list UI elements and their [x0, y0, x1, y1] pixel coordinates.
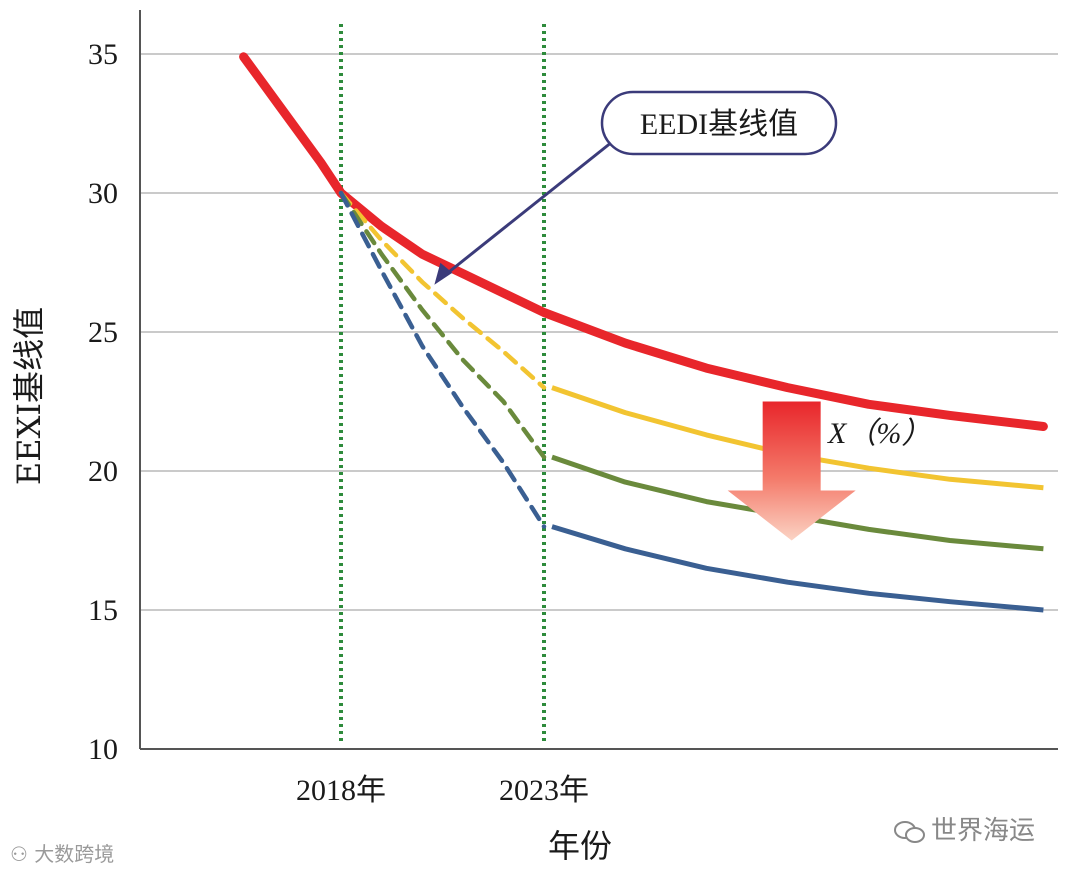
reduction-label: X（%）: [827, 417, 931, 450]
callout-arrowhead: [434, 262, 453, 285]
y-tick-label: 20: [88, 455, 118, 488]
reduction-arrow: [727, 401, 856, 541]
callout-line: [439, 140, 613, 280]
watermark-right-text: 世界海运: [931, 816, 1036, 846]
watermark-left-text: 大数跨境: [34, 842, 115, 866]
wechat-icon: [894, 820, 925, 843]
x-marker-label: 2023年: [499, 774, 589, 807]
callout-box: [600, 90, 838, 156]
series-solid-3: [551, 524, 1044, 613]
x-axis-title: 年份: [548, 827, 612, 865]
series-line-baseline: [239, 52, 1048, 431]
series-dashed-1: [338, 190, 547, 390]
x-marker-labels: 2018年 2023年: [296, 774, 589, 807]
watermark-icon: ⚇: [10, 842, 35, 866]
y-tick-label: 35: [88, 38, 118, 71]
y-axis-title: EEXI基线值: [10, 307, 48, 485]
y-tick-label: 30: [88, 177, 118, 210]
watermark-right: 世界海运: [893, 810, 1035, 847]
series-lines: [239, 52, 1048, 613]
y-tick-labels: 10 15 20 25 30 35: [88, 38, 118, 766]
y-tick-label: 15: [88, 594, 118, 627]
axes: [139, 10, 1058, 750]
annotations: EEDI基线值 X（%）: [434, 90, 931, 541]
year-marker-lines: [339, 24, 546, 741]
watermark-left: ⚇ 大数跨境: [10, 838, 114, 867]
callout-label: EEDI基线值: [640, 108, 798, 141]
x-marker-label: 2018年: [296, 774, 386, 807]
y-tick-label: 10: [88, 733, 118, 766]
series-dashed-2: [338, 190, 547, 460]
y-tick-label: 25: [88, 316, 118, 349]
series-dashed-3: [338, 190, 547, 529]
